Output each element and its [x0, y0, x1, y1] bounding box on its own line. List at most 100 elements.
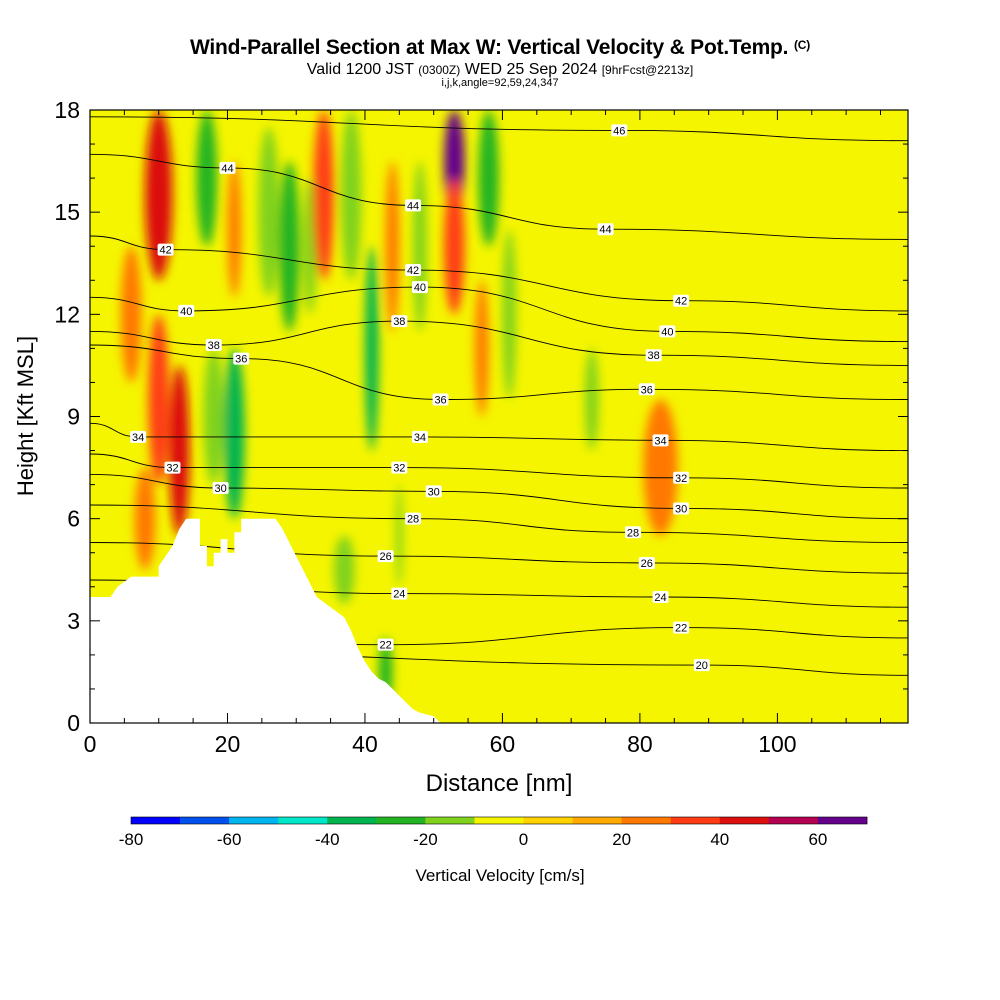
velocity-cell [385, 161, 400, 332]
valid-prefix: Valid 1200 JST [306, 61, 414, 78]
x-tick-label: 100 [758, 731, 796, 757]
velocity-cell [227, 161, 242, 298]
velocity-cell [120, 246, 142, 383]
colorbar-swatch [572, 817, 622, 824]
theta-label-text: 22 [675, 623, 687, 635]
colorbar-frame [130, 816, 868, 825]
x-tick-label: 40 [352, 731, 378, 757]
velocity-cell [144, 110, 173, 281]
theta-label: 34 [652, 434, 669, 447]
theta-label: 34 [411, 430, 428, 444]
colorbar-swatch [376, 817, 426, 824]
isentrope-line [90, 320, 908, 366]
velocity-cell [313, 110, 335, 281]
y-tick-label: 9 [67, 404, 80, 430]
theta-label: 28 [625, 526, 642, 539]
theta-label: 22 [377, 638, 394, 652]
theta-label-text: 28 [407, 514, 419, 526]
velocity-cell [395, 484, 403, 587]
theta-label-text: 40 [414, 282, 426, 294]
colorbar-swatch [180, 817, 230, 824]
theta-label: 38 [391, 315, 408, 328]
theta-label-text: 22 [379, 640, 391, 652]
copyright-mark: (C) [793, 38, 811, 52]
velocity-cell [203, 348, 225, 485]
colorbar-tick-label: -80 [119, 830, 144, 849]
theta-label-text: 42 [159, 245, 171, 257]
theta-label-text: 34 [654, 435, 666, 447]
theta-label: 36 [233, 352, 250, 366]
valid-utc: (0300Z) [418, 63, 461, 77]
theta-label: 34 [130, 430, 147, 444]
velocity-cell [584, 348, 599, 451]
chart-title: Wind-Parallel Section at Max W: Vertical… [0, 36, 1000, 60]
theta-label: 36 [432, 393, 449, 406]
theta-label-text: 32 [675, 473, 687, 485]
theta-label-text: 36 [434, 394, 446, 406]
velocity-cell [478, 110, 500, 247]
theta-label: 26 [377, 550, 394, 563]
velocity-cell [413, 161, 427, 332]
theta-label: 46 [611, 124, 628, 137]
velocity-cell [148, 314, 170, 485]
isentrope-line [90, 344, 908, 400]
x-tick-label: 80 [627, 731, 653, 757]
velocity-cell [258, 127, 280, 298]
isentrope-line [90, 504, 908, 543]
colorbar: -80 -60 -40 -20 0 20 40 60 [119, 816, 868, 849]
colorbar-swatch [670, 817, 721, 824]
velocity-cell [134, 467, 156, 570]
theta-label-text: 40 [661, 326, 673, 338]
x-tick-label: 60 [490, 731, 516, 757]
theta-label: 30 [212, 482, 229, 495]
theta-label-text: 26 [641, 558, 653, 570]
velocity-cell [196, 110, 218, 247]
theta-label-text: 38 [393, 316, 405, 328]
velocity-cell [334, 535, 355, 604]
theta-label: 32 [391, 461, 408, 475]
theta-label-text: 38 [648, 350, 660, 362]
theta-label: 36 [638, 383, 655, 396]
velocity-cell [303, 178, 317, 315]
isentrope-line [90, 153, 908, 240]
velocity-cell [224, 348, 245, 519]
theta-label: 42 [157, 243, 174, 257]
isentrope-line [90, 542, 908, 574]
theta-label: 44 [405, 199, 422, 212]
theta-label: 24 [652, 590, 669, 604]
colorbar-tick-label: 60 [808, 830, 827, 849]
velocity-field [120, 110, 678, 706]
theta-label: 40 [659, 325, 676, 338]
terrain [90, 518, 441, 723]
colorbar-swatch [278, 817, 328, 824]
velocity-cell [364, 246, 379, 451]
theta-label: 28 [405, 512, 422, 526]
velocity-cell [643, 399, 678, 536]
velocity-cell [169, 365, 190, 536]
colorbar-swatch [327, 817, 377, 824]
y-tick-label: 0 [67, 710, 80, 736]
colorbar-label: Vertical Velocity [cm/s] [415, 866, 584, 885]
theta-label-text: 24 [393, 589, 405, 601]
colorbar-swatch [621, 817, 672, 824]
colorbar-tick-label: 20 [612, 830, 631, 849]
velocity-cell [444, 178, 465, 315]
theta-label-text: 34 [132, 432, 144, 444]
colorbar-swatch [817, 817, 868, 824]
theta-label: 24 [391, 587, 408, 601]
theta-label-text: 32 [393, 463, 405, 475]
velocity-cell [340, 110, 362, 281]
velocity-cell [444, 110, 465, 213]
chart-indices: i,j,k,angle=92,59,24,347 [441, 77, 559, 89]
isentrope-line [90, 473, 908, 520]
theta-label-text: 40 [180, 306, 192, 318]
theta-label: 30 [673, 502, 690, 515]
theta-label-text: 30 [428, 486, 440, 498]
theta-label-text: 38 [208, 340, 220, 352]
colorbar-swatch [768, 817, 819, 824]
theta-label-text: 44 [599, 224, 611, 236]
theta-label-text: 44 [221, 163, 233, 175]
y-tick-label: 15 [54, 199, 80, 225]
y-tick-label: 18 [54, 97, 80, 123]
